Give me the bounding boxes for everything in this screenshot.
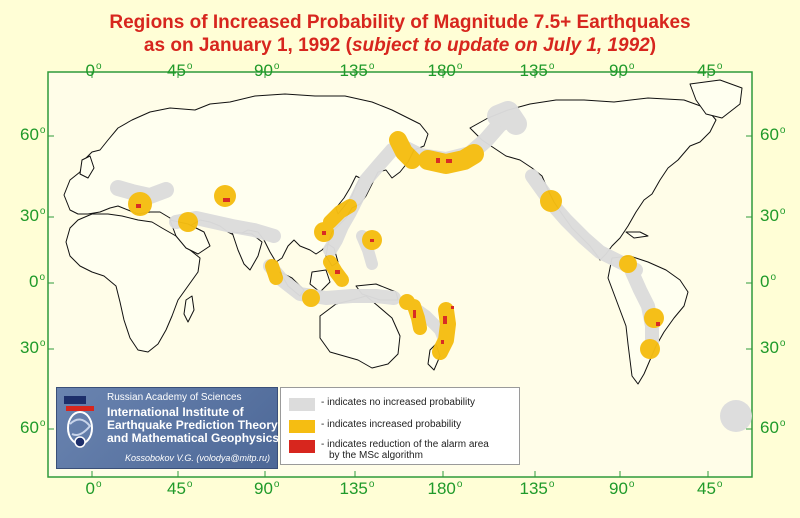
north-america-outline	[469, 97, 717, 261]
right-lat-tick: 60o	[760, 125, 786, 144]
yellow-region-central-america	[619, 255, 637, 273]
top-lon-tick: 90o	[609, 61, 635, 80]
map-legend: - indicates no increased probability - i…	[280, 387, 520, 465]
left-lat-tick: 60o	[20, 125, 46, 144]
grey-region-andes	[625, 265, 659, 353]
red-region-hindukush	[223, 198, 230, 202]
britain-outline	[79, 155, 95, 179]
legend-swatch-increased	[289, 420, 315, 433]
red-region-aleutians-east	[446, 159, 452, 163]
probability-regions	[110, 101, 752, 432]
yellow-region-peru	[644, 308, 664, 328]
top-lon-tick: 0o	[85, 61, 102, 80]
bottom-lon-tick: 135o	[519, 479, 555, 498]
red-region-aleutians-west	[436, 158, 440, 163]
left-lat-tick: 30o	[20, 206, 46, 225]
institute-name-line3: and Mathematical Geophysics	[107, 431, 280, 445]
yellow-region-java	[302, 289, 320, 307]
legend-swatch-no-increase	[289, 398, 315, 411]
map-title-line2: as on January 1, 1992 (subject to update…	[0, 35, 800, 57]
bottom-lon-tick: 180o	[427, 479, 463, 498]
institute-name: International Institute of Earthquake Pr…	[107, 406, 279, 445]
map-title-line1: Regions of Increased Probability of Magn…	[109, 12, 691, 33]
red-region-bonin	[370, 239, 374, 242]
red-region-tonga	[451, 306, 454, 309]
greenland-outline	[689, 79, 743, 119]
title-line2-suffix: )	[649, 35, 657, 56]
left-lat-tick: 60o	[20, 418, 46, 437]
institute-academy: Russian Academy of Sciences	[107, 392, 242, 403]
graticule-ticks	[48, 72, 752, 477]
left-lat-tick: 30o	[20, 338, 46, 357]
africa-outline	[65, 213, 201, 353]
bottom-lon-tick: 45o	[167, 479, 193, 498]
bottom-lon-tick: 90o	[609, 479, 635, 498]
yellow-region-sumatra	[265, 259, 283, 285]
grey-region-south-atlantic	[720, 400, 752, 432]
institute-panel: Russian Academy of Sciences Internationa…	[56, 387, 279, 469]
yellow-region-ryukyu	[323, 199, 357, 229]
right-lat-tick: 60o	[760, 418, 786, 437]
top-lon-tick: 180o	[427, 61, 463, 80]
borneo-outline	[309, 269, 331, 293]
institute-author: Kossobokov V.G. (volodya@mitp.ru)	[125, 453, 271, 463]
red-region-vanuatu	[413, 310, 416, 318]
legend-label-reduction-line1: - indicates reduction of the alarm area	[321, 439, 489, 450]
cuba-outline	[625, 231, 649, 239]
top-lon-tick: 135o	[339, 61, 375, 80]
legend-label-reduction-line2: by the MSc algorithm	[329, 450, 423, 461]
legend-swatch-reduction	[289, 440, 315, 453]
yellow-region-california	[540, 190, 562, 212]
red-region-greece	[136, 204, 141, 208]
yellow-region-kamchatka	[389, 131, 421, 169]
bottom-lon-tick: 45o	[697, 479, 723, 498]
grey-region-alaska	[487, 101, 527, 135]
top-lon-tick: 135o	[519, 61, 555, 80]
grey-region-americas-west	[525, 169, 643, 277]
title-line2-italic: subject to update on July 1, 1992	[351, 35, 650, 56]
top-lon-tick: 45o	[167, 61, 193, 80]
bottom-lon-tick: 0o	[85, 479, 102, 498]
red-region-mindanao	[335, 270, 340, 274]
yellow-region-solomon	[399, 294, 415, 310]
red-region-kermadec-north	[443, 316, 447, 324]
yellow-region-hindukush	[214, 185, 236, 207]
bottom-lon-tick: 135o	[339, 479, 375, 498]
legend-label-increased: - indicates increased probability	[321, 419, 462, 430]
top-lon-tick: 45o	[697, 61, 723, 80]
yellow-region-chile	[640, 339, 660, 359]
institute-name-line2: Earthquake Prediction Theory	[107, 418, 278, 432]
left-lat-tick: 0o	[29, 272, 46, 291]
institute-name-line1: International Institute of	[107, 405, 244, 419]
title-line2-prefix: as on January 1, 1992 (	[143, 35, 352, 56]
legend-label-no-increase: - indicates no increased probability	[321, 397, 475, 408]
red-region-kermadec-south	[441, 340, 444, 344]
yellow-region-iran	[178, 212, 198, 232]
institute-logo-icon	[64, 396, 94, 448]
red-region-taiwan	[322, 231, 326, 235]
top-lon-tick: 90o	[254, 61, 280, 80]
right-lat-tick: 30o	[760, 206, 786, 225]
right-lat-tick: 30o	[760, 338, 786, 357]
madagascar-outline	[183, 295, 195, 323]
red-region-peru	[656, 322, 660, 326]
legend-label-reduction: - indicates reduction of the alarm area …	[321, 439, 489, 461]
right-lat-tick: 0o	[760, 272, 777, 291]
bottom-lon-tick: 90o	[254, 479, 280, 498]
